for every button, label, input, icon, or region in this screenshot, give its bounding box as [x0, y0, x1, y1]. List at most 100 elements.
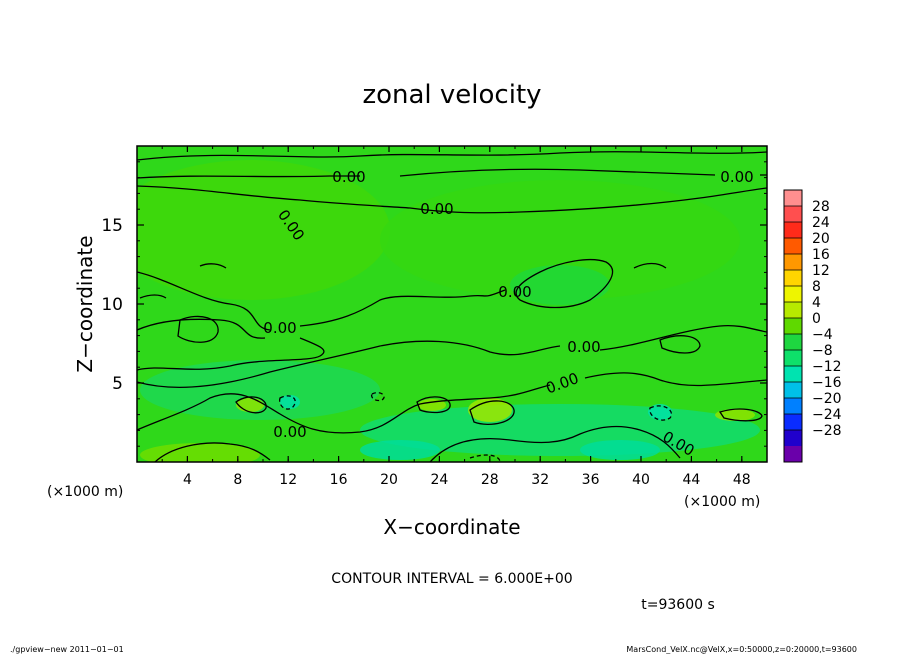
colorbar-swatch — [784, 206, 802, 223]
time-text: t=93600 s — [641, 597, 715, 613]
colorbar-swatch — [784, 446, 802, 463]
contour-line — [515, 259, 614, 309]
field-patch — [137, 160, 390, 300]
colorbar-tick-label: 16 — [812, 247, 830, 263]
colorbar-tick-label: −4 — [812, 327, 833, 343]
x-tick-label: 48 — [733, 472, 751, 488]
colorbar-swatch — [784, 222, 802, 239]
colorbar-tick-label: 4 — [812, 295, 821, 311]
contour-label: 0.00 — [567, 338, 600, 356]
contour-line — [137, 185, 767, 214]
x-tick-label: 12 — [279, 472, 297, 488]
colorbar-swatch — [784, 398, 802, 415]
chart-title: zonal velocity — [362, 80, 541, 110]
y-tick-label: 5 — [112, 374, 123, 394]
contour-line — [429, 425, 681, 462]
colorbar-swatch — [784, 350, 802, 367]
colorbar-swatch — [784, 318, 802, 335]
contour-interval-text: CONTOUR INTERVAL = 6.000E+00 — [331, 571, 572, 587]
y-tick-label: 10 — [101, 295, 123, 315]
footer-right: MarsCond_VelX.nc@VelX,x=0:50000,z=0:2000… — [626, 645, 857, 654]
contour-line — [278, 395, 296, 410]
colorbar-swatch — [784, 414, 802, 431]
colorbar-swatch — [784, 334, 802, 351]
contour-label: 0.00 — [498, 283, 531, 301]
contour-line — [659, 335, 701, 354]
contour-line — [154, 442, 271, 462]
colorbar-swatch — [784, 430, 802, 447]
contour-label: 0.00 — [263, 319, 296, 337]
contour-labels: 0.00 0.000.000.000.000.000.000.000.00 0.00 — [263, 168, 753, 460]
x-tick-label: 44 — [682, 472, 700, 488]
x-tick-label: 40 — [632, 472, 650, 488]
contour-line — [177, 315, 219, 343]
x-tick-label: 16 — [330, 472, 348, 488]
field-patch — [140, 360, 380, 420]
colorbar-swatch — [784, 286, 802, 303]
x-unit-label-right: (×1000 m) — [684, 494, 760, 510]
contour-lines — [137, 151, 767, 462]
colorbar-tick-label: 20 — [812, 231, 830, 247]
colorbar-tick-label: −28 — [812, 423, 842, 439]
y-axis-ticks: 5 10 15 — [101, 161, 767, 447]
contour-line — [199, 263, 227, 269]
field-patch — [360, 440, 440, 460]
x-tick-label: 8 — [233, 472, 242, 488]
colorbar-tick-label: −24 — [812, 407, 842, 423]
y-axis-label: Z−coordinate — [73, 235, 97, 372]
field-patch — [468, 398, 512, 422]
x-unit-label-left: (×1000 m) — [47, 484, 123, 500]
x-tick-label: 36 — [582, 472, 600, 488]
contour-label: 0.00 — [420, 200, 453, 218]
colorbar-swatch — [784, 238, 802, 255]
field-patch — [380, 180, 740, 300]
x-axis-label: X−coordinate — [383, 515, 520, 539]
colorbar-swatch — [784, 270, 802, 287]
colorbar-tick-label: −20 — [812, 391, 842, 407]
colorbar-swatch — [784, 302, 802, 319]
contour-line — [137, 271, 506, 331]
colorbar-swatch — [784, 382, 802, 399]
contour-line — [139, 294, 167, 299]
colorbar-tick-label: 12 — [812, 263, 830, 279]
contour-line — [137, 168, 767, 179]
colorbar-swatch — [784, 190, 802, 207]
contour-line — [137, 324, 767, 389]
colorbar-tick-label: −16 — [812, 375, 842, 391]
footer-left: ./gpview−new 2011−01−01 — [10, 645, 124, 654]
contour-line — [370, 392, 385, 402]
colorbar-tick-label: 28 — [812, 199, 830, 215]
field-patch — [280, 395, 300, 409]
contour-line — [469, 454, 501, 462]
contour-label: 0.00 — [720, 168, 753, 186]
x-tick-label: 20 — [380, 472, 398, 488]
contour-label: 0.00 — [273, 423, 306, 441]
contour-line — [137, 318, 325, 371]
contour-field — [137, 146, 767, 462]
colorbar-frame — [783, 189, 803, 463]
x-axis-ticks: 4 8 12 16 20 24 28 32 36 40 44 48 — [161, 146, 751, 488]
contour-line — [649, 405, 673, 421]
colorbar-tick-label: 24 — [812, 215, 830, 231]
colorbar-tick-label: −8 — [812, 343, 833, 359]
contour-line — [718, 408, 763, 422]
field-patch — [580, 440, 660, 460]
contour-line — [137, 151, 767, 161]
contour-line — [137, 372, 767, 434]
colorbar-tick-label: −12 — [812, 359, 842, 375]
field-patch — [140, 443, 260, 462]
contour-line — [469, 400, 515, 425]
contour-line — [235, 396, 267, 414]
contour-line — [633, 262, 667, 269]
contour-line — [416, 396, 451, 414]
contour-label: 0.00 — [332, 168, 365, 186]
colorbar-tick-label: 0 — [812, 311, 821, 327]
colorbar-tick-label: 8 — [812, 279, 821, 295]
x-tick-label: 24 — [430, 472, 448, 488]
y-tick-label: 15 — [101, 216, 123, 236]
colorbar-swatch — [784, 366, 802, 383]
x-tick-label: 32 — [531, 472, 549, 488]
field-patch — [715, 409, 755, 421]
